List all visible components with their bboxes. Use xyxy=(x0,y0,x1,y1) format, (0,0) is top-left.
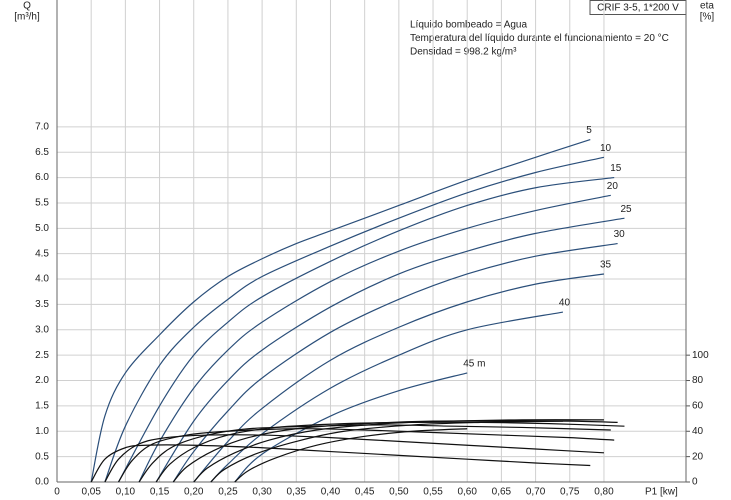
flow-curve xyxy=(90,138,591,483)
note: Temperatura del líquido durante el funci… xyxy=(410,33,669,44)
x-tick-label: 0,70 xyxy=(526,487,546,498)
x-tick-label: 0,60 xyxy=(457,487,477,498)
flow-curve xyxy=(172,242,618,483)
x-tick-label: 0,40 xyxy=(321,487,341,498)
x-tick-label: 0,20 xyxy=(184,487,204,498)
y2-tick-label: 40 xyxy=(692,426,704,437)
curve-label: 25 xyxy=(620,204,632,215)
y-tick-label: 5.5 xyxy=(35,198,49,209)
y2-axis-label: eta xyxy=(700,1,714,12)
y-tick-label: 6.0 xyxy=(35,172,49,183)
info-box: CRIF 3-5, 1*200 V xyxy=(597,3,679,14)
y-tick-label: 4.5 xyxy=(35,248,49,259)
x-tick-label: 0,50 xyxy=(389,487,409,498)
efficiency-curve xyxy=(155,421,625,483)
x-tick-label: 0,30 xyxy=(252,487,272,498)
flow-curve xyxy=(234,372,468,483)
x-axis-label: P1 [kw] xyxy=(645,487,678,498)
flow-curve xyxy=(138,194,611,483)
x-tick-label: 0,80 xyxy=(594,487,614,498)
y-tick-label: 5.0 xyxy=(35,223,49,234)
y2-tick-label: 20 xyxy=(692,451,704,462)
y-tick-label: 6.5 xyxy=(35,147,49,158)
flow-curve xyxy=(104,156,605,483)
x-tick-label: 0,05 xyxy=(81,487,101,498)
efficiency-curve xyxy=(138,424,611,483)
y-tick-label: 7.0 xyxy=(35,121,49,132)
efficiency-curve xyxy=(210,420,563,483)
y2-tick-label: 0 xyxy=(692,477,698,488)
x-tick-label: 0,65 xyxy=(492,487,512,498)
x-tick-label: 0,75 xyxy=(560,487,580,498)
flow-curve xyxy=(118,176,615,483)
x-tick-label: 0,55 xyxy=(423,487,443,498)
y-tick-label: 0.0 xyxy=(35,477,49,488)
efficiency-curve xyxy=(104,434,604,483)
y-tick-label: 2.0 xyxy=(35,375,49,386)
y-tick-label: 0.5 xyxy=(35,451,49,462)
y-tick-label: 2.5 xyxy=(35,350,49,361)
y-axis-label: Q xyxy=(23,1,31,12)
y2-tick-label: 100 xyxy=(692,350,709,361)
curve-label: 40 xyxy=(559,298,571,309)
x-tick-label: 0,25 xyxy=(218,487,238,498)
flow-curve xyxy=(155,217,625,483)
curve-label: 45 m xyxy=(463,359,485,370)
flow-curve xyxy=(210,311,564,483)
note: Líquido bombeado = Agua xyxy=(410,20,527,31)
x-tick-label: 0,35 xyxy=(287,487,307,498)
curve-label: 35 xyxy=(600,260,612,271)
curve-label: 30 xyxy=(614,229,626,240)
x-tick-label: 0 xyxy=(54,487,60,498)
y-axis-unit: [m³/h] xyxy=(14,12,40,23)
y-tick-label: 3.0 xyxy=(35,324,49,335)
curve-label: 15 xyxy=(610,163,622,174)
y2-tick-label: 80 xyxy=(692,375,704,386)
x-tick-label: 0,15 xyxy=(150,487,170,498)
y-tick-label: 1.0 xyxy=(35,426,49,437)
curve-label: 20 xyxy=(607,181,619,192)
curve-label: 5 xyxy=(586,125,592,136)
curve-label: 10 xyxy=(600,143,612,154)
efficiency-curve xyxy=(193,419,604,483)
y2-axis-unit: [%] xyxy=(700,12,715,23)
efficiency-curve xyxy=(234,428,468,483)
efficiency-curve xyxy=(90,444,591,483)
x-tick-label: 0,10 xyxy=(116,487,136,498)
y-tick-label: 3.5 xyxy=(35,299,49,310)
y-tick-label: 1.5 xyxy=(35,401,49,412)
note: Densidad = 998.2 kg/m³ xyxy=(410,47,517,58)
x-tick-label: 0,45 xyxy=(355,487,375,498)
y2-tick-label: 60 xyxy=(692,401,704,412)
y-tick-label: 4.0 xyxy=(35,274,49,285)
